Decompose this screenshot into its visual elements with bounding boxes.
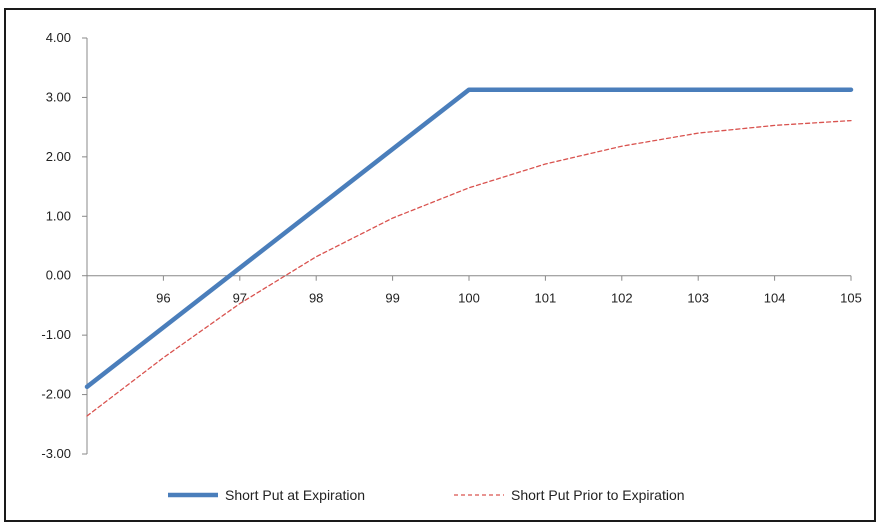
y-tick-label: -3.00 [41, 446, 71, 461]
y-tick-label: 4.00 [46, 30, 71, 45]
x-tick-label: 96 [156, 291, 170, 306]
x-tick-label: 103 [687, 291, 709, 306]
series-line-prior [86, 119, 852, 417]
y-tick-label: 1.00 [46, 208, 71, 223]
x-tick-label: 100 [458, 291, 480, 306]
y-tick-label: 0.00 [46, 268, 71, 283]
legend-label: Short Put Prior to Expiration [511, 487, 685, 503]
x-tick-label: 97 [233, 291, 247, 306]
axes: 4.00 3.00 2.00 1.00 0.00 -1.00 -2.00 -3.00 96 97 9… [41, 30, 861, 461]
legend-label: Short Put at Expiration [225, 487, 365, 503]
y-tick-label: 2.00 [46, 149, 71, 164]
y-tick-label: -2.00 [41, 387, 71, 402]
chart-frame [4, 8, 876, 522]
y-tick-label: -1.00 [41, 327, 71, 342]
x-tick-label: 99 [385, 291, 399, 306]
series-line-expiration [84, 87, 854, 390]
x-tick-label: 101 [535, 291, 557, 306]
x-tick-label: 105 [840, 291, 862, 306]
x-tick-label: 102 [611, 291, 633, 306]
x-tick-label: 98 [309, 291, 323, 306]
y-tick-label: 3.00 [46, 89, 71, 104]
legend: Short Put at Expiration Short Put Prior t… [168, 487, 685, 503]
x-tick-label: 104 [764, 291, 786, 306]
series-layer [84, 87, 854, 417]
